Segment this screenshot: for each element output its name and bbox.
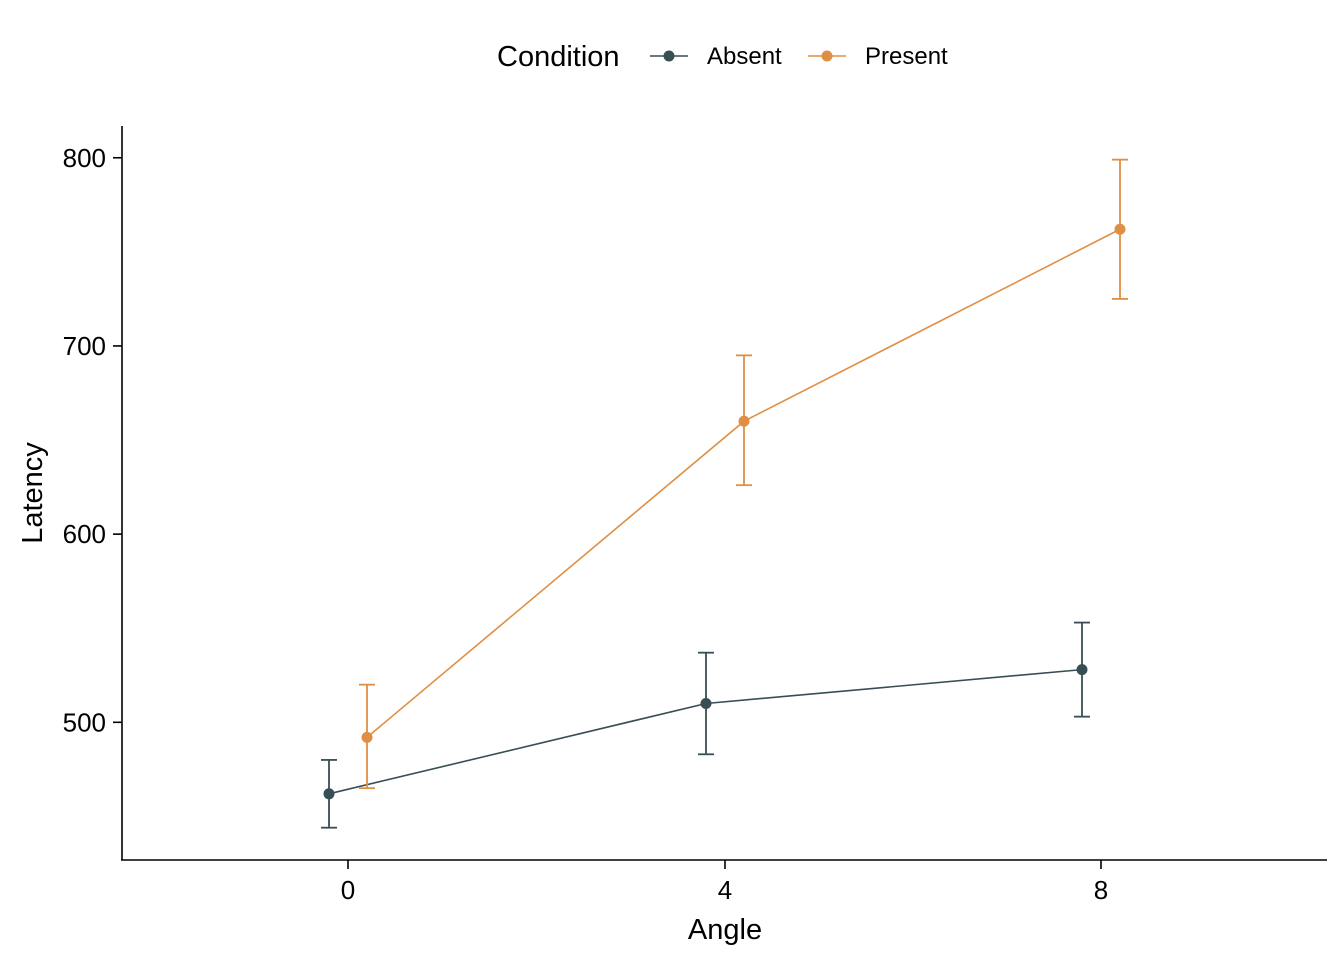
data-point [700, 697, 712, 709]
legend-title: Condition [497, 41, 620, 73]
series-present [359, 158, 1128, 790]
legend: Condition Absent Present [497, 41, 948, 73]
x-tick-label: 0 [341, 875, 355, 905]
x-tick-label: 4 [718, 875, 732, 905]
ticks: 0 4 8 500 600 700 800 [63, 143, 1109, 905]
axes [121, 126, 1327, 861]
x-axis-title: Angle [688, 914, 762, 946]
data-point [323, 788, 335, 800]
legend-key-point [821, 50, 833, 62]
legend-label-absent: Absent [707, 43, 782, 70]
data-point [1114, 223, 1126, 235]
data-point [1076, 664, 1088, 676]
data-point [738, 415, 750, 427]
series-absent [321, 621, 1090, 829]
legend-item-absent: Absent [650, 43, 782, 70]
legend-key-point [663, 50, 675, 62]
data-point [361, 731, 373, 743]
y-tick-label: 600 [63, 519, 106, 549]
legend-label-present: Present [865, 43, 948, 70]
x-tick-label: 8 [1094, 875, 1108, 905]
y-axis-title: Latency [17, 442, 49, 544]
legend-item-present: Present [808, 43, 948, 70]
y-tick-label: 700 [63, 331, 106, 361]
series-layer [321, 158, 1128, 829]
y-tick-label: 500 [63, 707, 106, 737]
y-tick-label: 800 [63, 143, 106, 173]
